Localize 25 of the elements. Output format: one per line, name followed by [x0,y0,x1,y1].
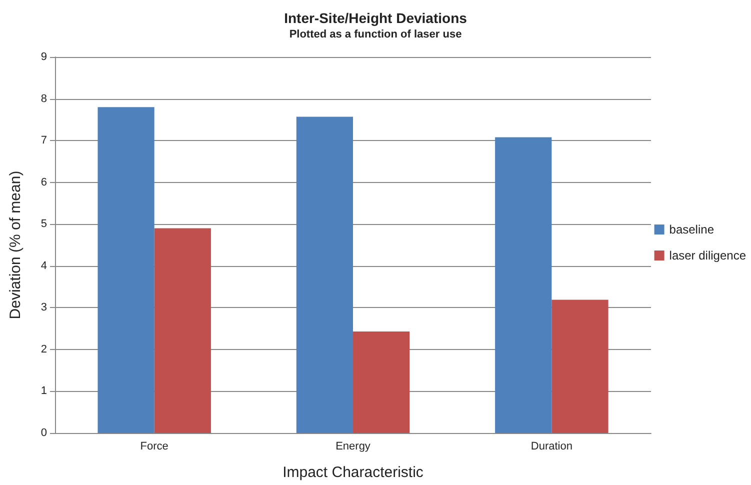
y-tick-label: 8 [40,92,47,105]
x-axis-title: Impact Characteristic [282,464,424,481]
legend-label: laser diligence [669,248,746,262]
bar [353,331,410,433]
x-tick-label: Energy [336,440,371,452]
bar [154,228,211,433]
chart-subtitle: Plotted as a function of laser use [289,28,462,40]
bar [495,137,552,433]
x-tick-label: Force [140,440,168,452]
bar [552,300,608,433]
x-tick-label: Duration [530,440,572,452]
legend-label: baseline [669,222,714,236]
chart-title: Inter-Site/Height Deviations [284,10,468,26]
y-tick-label: 5 [40,218,47,230]
y-axis-title: Deviation (% of mean) [7,170,24,320]
y-tick-label: 7 [40,134,47,147]
y-tick-label: 9 [40,51,47,63]
y-tick-label: 3 [40,302,47,314]
y-tick-label: 1 [40,385,47,398]
y-tick-label: 0 [40,427,47,439]
bar [98,107,154,433]
y-tick-label: 2 [40,343,47,356]
y-tick-label: 6 [40,176,47,188]
y-tick-label: 4 [40,260,47,272]
bar [296,116,353,433]
